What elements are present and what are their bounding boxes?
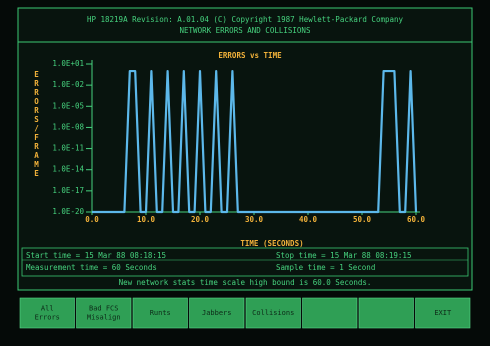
y-tick-label: 1.0E-11 xyxy=(52,144,84,153)
screen: HP 18219A Revision: A.01.04 (C) Copyrigh… xyxy=(0,0,490,346)
softkey-label: Errors xyxy=(35,314,60,322)
start-time: Start time = 15 Mar 88 08:18:15 xyxy=(26,251,166,260)
y-tick-label: 1.0E-17 xyxy=(52,186,84,195)
softkey-label: Bad FCS xyxy=(89,305,119,313)
softkey[interactable] xyxy=(303,298,358,328)
sample-time: Sample time = 1 Second xyxy=(276,263,375,272)
x-tick-label: 20.0 xyxy=(191,215,210,224)
softkey-label: Collisions xyxy=(252,309,294,317)
y-axis-label: ERRORS/FRAME xyxy=(32,70,41,178)
y-tick-label: 1.0E-08 xyxy=(52,122,84,131)
y-tick-label: 1.0E-02 xyxy=(52,80,84,89)
softkey[interactable] xyxy=(359,298,414,328)
softkey-label: Runts xyxy=(150,309,171,317)
chart-title: ERRORS vs TIME xyxy=(218,51,282,60)
y-tick-label: 1.0E+01 xyxy=(52,59,84,68)
y-tick-label: 1.0E-20 xyxy=(52,207,84,216)
header-title: HP 18219A Revision: A.01.04 (C) Copyrigh… xyxy=(87,15,404,24)
softkey-label: All xyxy=(41,305,54,313)
softkey-label: EXIT xyxy=(434,309,452,317)
x-tick-label: 10.0 xyxy=(137,215,156,224)
header-subtitle: NETWORK ERRORS AND COLLISIONS xyxy=(180,26,311,35)
x-tick-label: 60.0 xyxy=(407,215,426,224)
softkey-label: Jabbers xyxy=(202,309,232,317)
status-message: New network stats time scale high bound … xyxy=(119,278,372,287)
stop-time: Stop time = 15 Mar 88 08:19:15 xyxy=(276,251,411,260)
measurement-time: Measurement time = 60 Seconds xyxy=(26,263,157,272)
x-tick-label: 50.0 xyxy=(353,215,372,224)
x-tick-label: 30.0 xyxy=(245,215,264,224)
y-tick-label: 1.0E-14 xyxy=(52,165,84,174)
softkey-label: Misalign xyxy=(87,314,121,322)
x-tick-label: 0.0 xyxy=(85,215,99,224)
y-tick-label: 1.0E-05 xyxy=(52,101,84,110)
x-axis-label: TIME (SECONDS) xyxy=(240,239,303,248)
x-tick-label: 40.0 xyxy=(299,215,318,224)
